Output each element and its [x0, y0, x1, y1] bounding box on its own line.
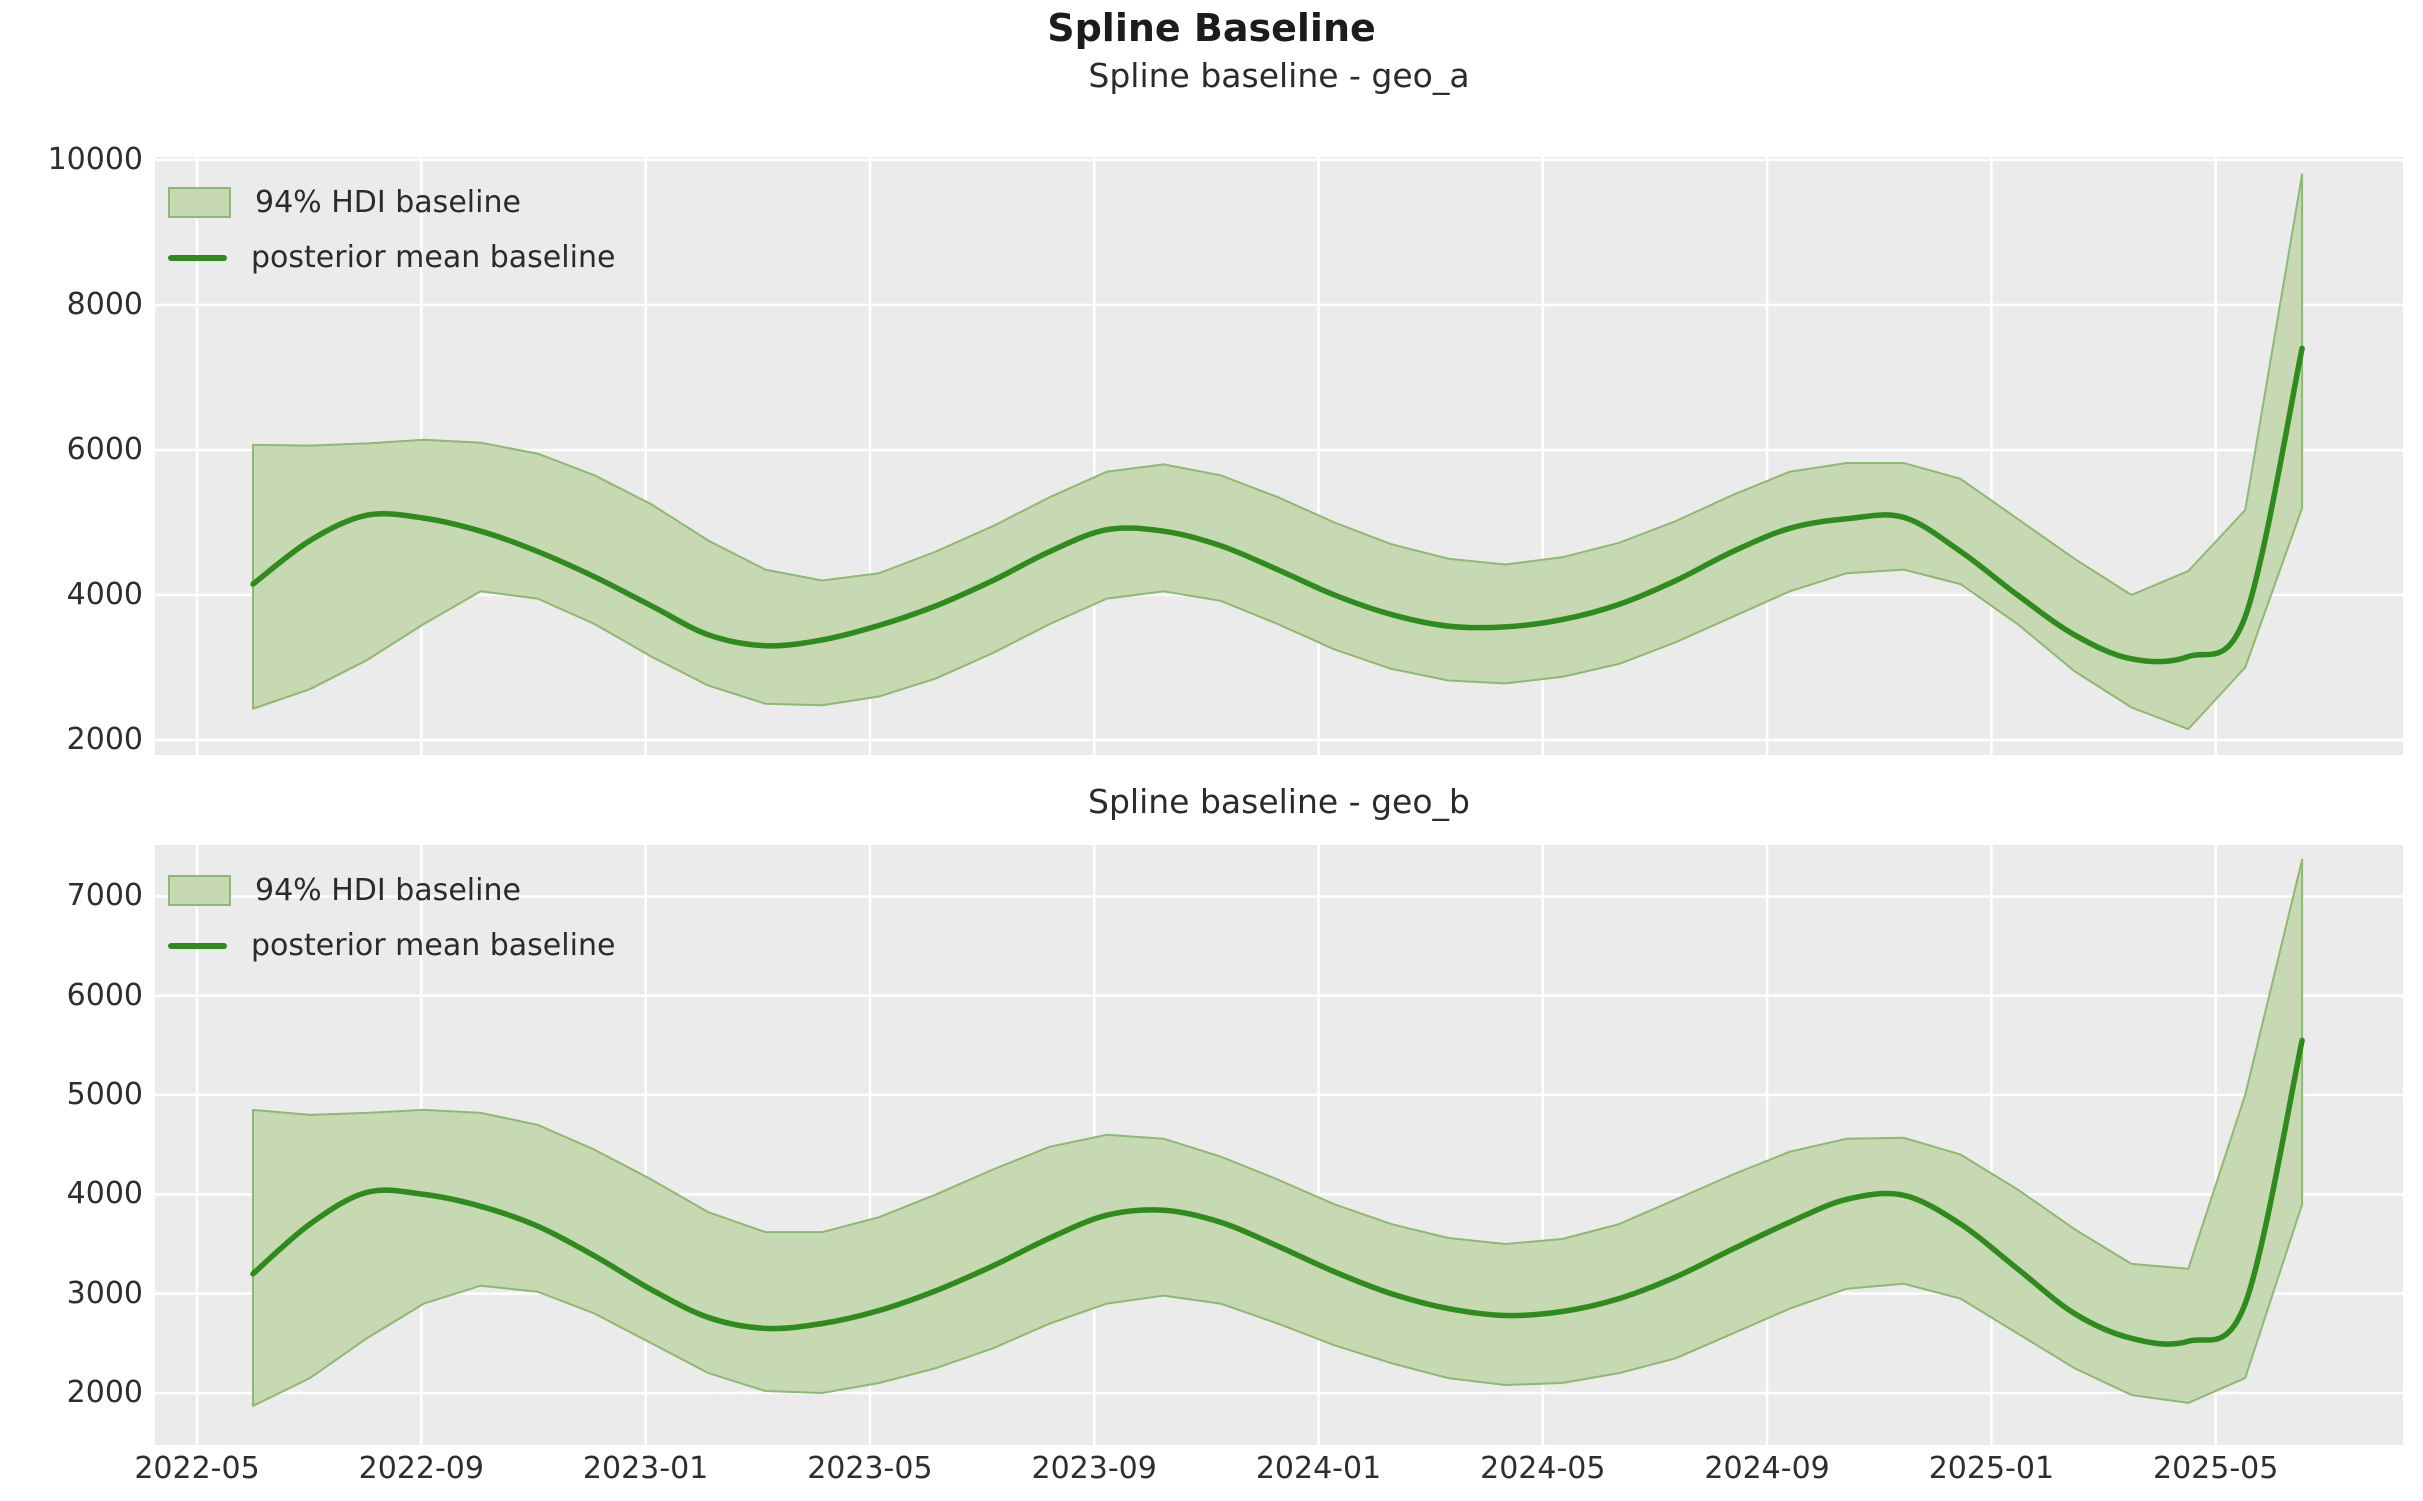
subplot-title-geo_a: Spline baseline - geo_a: [1088, 56, 1470, 95]
legend-row: 94% HDI baseline: [168, 873, 521, 908]
legend-label: posterior mean baseline: [251, 928, 616, 963]
legend-row: posterior mean baseline: [168, 240, 615, 275]
x-tick-label: 2022-05: [134, 1451, 260, 1486]
hdi-band-swatch-icon: [168, 187, 231, 218]
legend-label: 94% HDI baseline: [255, 185, 521, 220]
y-tick-label: 2000: [66, 721, 143, 757]
subplot-title-geo_b: Spline baseline - geo_b: [1088, 782, 1470, 821]
plot-area-geo_b: [155, 845, 2403, 1445]
x-tick-label: 2023-09: [1031, 1451, 1157, 1486]
legend-label: 94% HDI baseline: [255, 873, 521, 908]
x-tick-label: 2025-01: [1928, 1451, 2055, 1486]
y-tick-label: 3000: [66, 1275, 143, 1311]
y-tick-label: 6000: [66, 977, 143, 1013]
legend-row: posterior mean baseline: [168, 928, 615, 963]
plot-canvas-geo_b: [155, 845, 2403, 1445]
x-tick-label: 2024-01: [1255, 1451, 1382, 1486]
y-tick-label: 2000: [66, 1374, 143, 1410]
x-tick-label: 2022-09: [358, 1451, 484, 1486]
hdi-band-geo_a: [252, 173, 2304, 731]
x-tick-label: 2024-09: [1704, 1451, 1830, 1486]
plot-area-geo_a: [155, 157, 2403, 755]
plot-canvas-geo_a: [155, 157, 2403, 755]
hdi-band-geo_b: [252, 858, 2304, 1407]
y-tick-label: 6000: [66, 431, 143, 467]
posterior-mean-line-geo_b: [250, 1037, 2305, 1347]
figure-title: Spline Baseline: [1047, 6, 1376, 50]
legend-row: 94% HDI baseline: [168, 185, 521, 220]
y-tick-label: 4000: [66, 1176, 143, 1212]
legend-label: posterior mean baseline: [251, 240, 616, 275]
y-tick-label: 10000: [47, 141, 143, 177]
mean-line-swatch-icon: [168, 254, 227, 261]
x-tick-label: 2023-05: [807, 1451, 933, 1486]
y-tick-label: 5000: [66, 1077, 143, 1113]
y-tick-label: 8000: [66, 286, 143, 322]
mean-line-swatch-icon: [168, 942, 227, 949]
x-tick-label: 2025-05: [2153, 1451, 2279, 1486]
hdi-band-swatch-icon: [168, 875, 231, 906]
x-tick-label: 2023-01: [582, 1451, 709, 1486]
x-tick-label: 2024-05: [1480, 1451, 1606, 1486]
y-tick-label: 4000: [66, 576, 143, 612]
y-tick-label: 7000: [66, 878, 143, 914]
posterior-mean-line-geo_a: [250, 345, 2305, 665]
